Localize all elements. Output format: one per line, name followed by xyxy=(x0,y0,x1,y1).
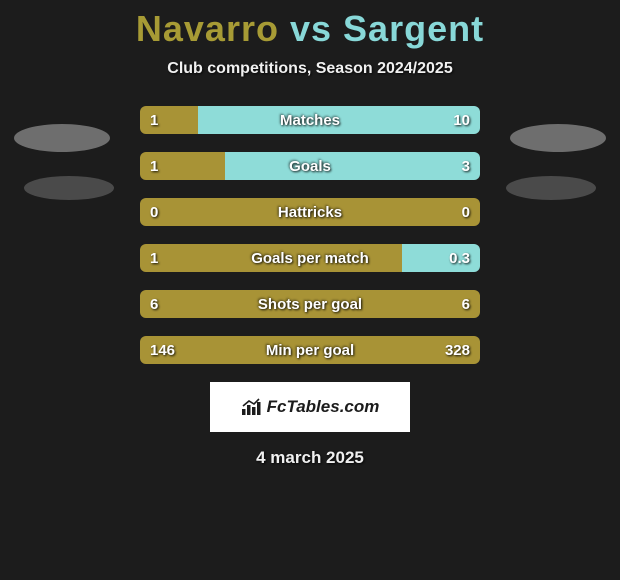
stat-row: Goals per match1 0.3 xyxy=(140,244,480,272)
stat-value-right: 3 xyxy=(462,152,470,180)
logo-text: FcTables.com xyxy=(267,397,380,417)
stat-row: Shots per goal6 6 xyxy=(140,290,480,318)
decorative-ellipse xyxy=(14,124,110,152)
stat-row: Hattricks0 0 xyxy=(140,198,480,226)
stat-value-right: 0 xyxy=(462,198,470,226)
comparison-title: Navarro vs Sargent xyxy=(0,0,620,50)
stat-label: Hattricks xyxy=(140,198,480,226)
stat-value-left: 1 xyxy=(150,106,158,134)
stat-label: Matches xyxy=(140,106,480,134)
stat-row: Matches1 10 xyxy=(140,106,480,134)
stat-value-right: 328 xyxy=(445,336,470,364)
stat-value-left: 1 xyxy=(150,152,158,180)
stat-label: Shots per goal xyxy=(140,290,480,318)
stat-value-right: 6 xyxy=(462,290,470,318)
stat-label: Min per goal xyxy=(140,336,480,364)
stat-value-left: 6 xyxy=(150,290,158,318)
stat-value-left: 0 xyxy=(150,198,158,226)
stat-value-right: 10 xyxy=(453,106,470,134)
stats-bars: Matches110Goals13Hattricks00Goals per ma… xyxy=(140,106,480,364)
decorative-ellipse xyxy=(510,124,606,152)
title-vs: vs xyxy=(290,8,332,49)
stat-label: Goals xyxy=(140,152,480,180)
stat-label: Goals per match xyxy=(140,244,480,272)
subtitle: Club competitions, Season 2024/2025 xyxy=(0,60,620,78)
title-player1: Navarro xyxy=(136,8,279,49)
stat-row: Min per goal146 328 xyxy=(140,336,480,364)
stat-value-left: 146 xyxy=(150,336,175,364)
decorative-ellipse xyxy=(506,176,596,200)
title-player2: Sargent xyxy=(343,8,484,49)
date-text: 4 march 2025 xyxy=(0,448,620,468)
stat-row: Goals1 3 xyxy=(140,152,480,180)
chart-icon xyxy=(241,398,263,416)
stat-value-left: 1 xyxy=(150,244,158,272)
decorative-ellipse xyxy=(24,176,114,200)
stat-value-right: 0.3 xyxy=(449,244,470,272)
logo-box: FcTables.com xyxy=(210,382,410,432)
